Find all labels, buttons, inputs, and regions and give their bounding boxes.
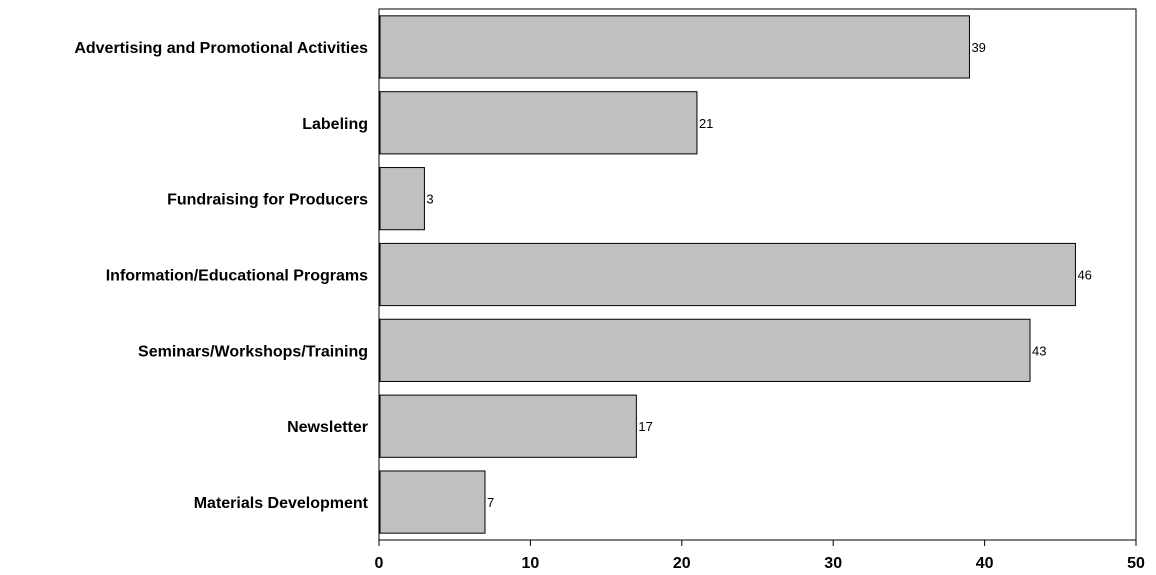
x-tick-label-3: 30 <box>824 555 842 572</box>
category-label-6: Materials Development <box>194 495 369 512</box>
data-label-1: 21 <box>699 116 713 131</box>
data-labels: 39 21 3 46 43 17 7 <box>426 40 1091 510</box>
category-label-1: Labeling <box>302 116 368 133</box>
bar-6 <box>379 470 486 534</box>
bar-3 <box>379 242 1076 307</box>
category-label-0: Advertising and Promotional Activities <box>74 40 368 57</box>
category-label-4: Seminars/Workshops/Training <box>138 343 368 360</box>
x-tick-label-0: 0 <box>375 555 384 572</box>
data-label-5: 17 <box>638 419 652 434</box>
category-label-2: Fundraising for Producers <box>167 192 368 209</box>
bar-2 <box>379 167 425 231</box>
bar-0 <box>379 15 970 79</box>
x-axis-ticks: 0 10 20 30 40 50 <box>375 540 1145 572</box>
bar-1 <box>379 91 698 155</box>
data-label-2: 3 <box>426 192 433 207</box>
x-tick-label-4: 40 <box>976 555 994 572</box>
bars <box>379 15 1076 534</box>
x-tick-label-1: 10 <box>522 555 540 572</box>
data-label-4: 43 <box>1032 343 1046 358</box>
data-label-3: 46 <box>1077 268 1091 283</box>
data-label-0: 39 <box>971 40 985 55</box>
category-label-5: Newsletter <box>287 419 368 436</box>
bar-4 <box>379 318 1031 382</box>
data-label-6: 7 <box>487 495 494 510</box>
category-labels: Advertising and Promotional Activities La… <box>74 40 368 512</box>
category-label-3: Information/Educational Programs <box>106 268 368 285</box>
x-tick-label-5: 50 <box>1127 555 1145 572</box>
bar-5 <box>379 394 637 458</box>
x-tick-label-2: 20 <box>673 555 691 572</box>
